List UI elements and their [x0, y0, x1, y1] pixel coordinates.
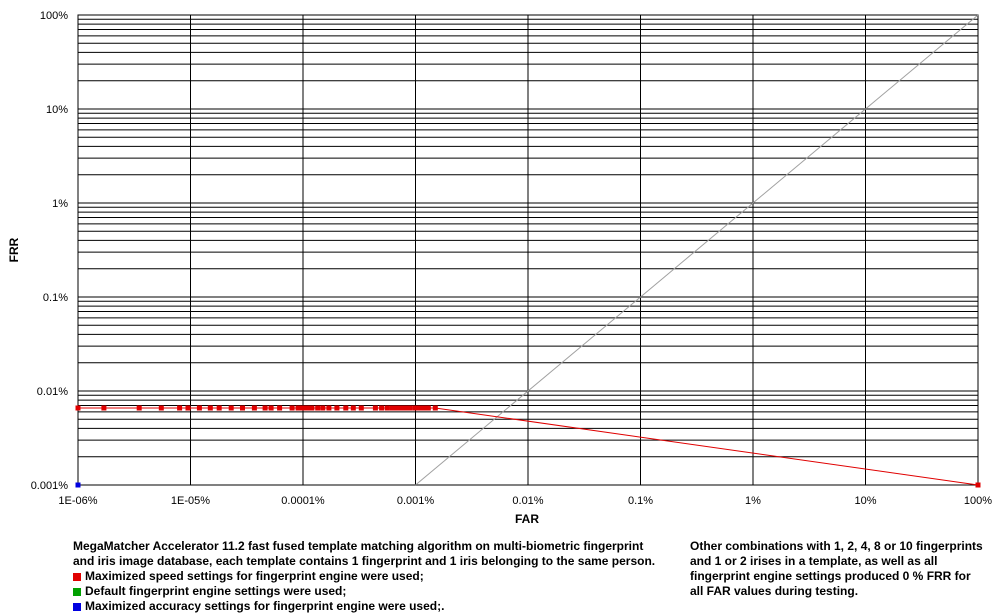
legend-swatch-red: [73, 572, 81, 581]
series-0-point: [136, 405, 142, 411]
series-0-point: [295, 405, 301, 411]
note-line-2: and 1 or 2 irises in a template, as well…: [690, 554, 938, 568]
series-0-point: [389, 405, 395, 411]
series-0-point: [358, 405, 364, 411]
series-0-point: [216, 405, 222, 411]
series-0-point: [289, 405, 295, 411]
major-grid: [77, 14, 979, 486]
series-2-point: [75, 482, 81, 488]
y-tick-label: 100%: [40, 10, 68, 22]
x-tick-label: 0.1%: [628, 495, 653, 507]
plot-frame: [77, 14, 979, 486]
series-0-point: [268, 405, 274, 411]
series-0-point: [158, 405, 164, 411]
series-0-point: [305, 405, 311, 411]
x-tick-label: 10%: [854, 495, 876, 507]
y-tick-label: 0.01%: [37, 386, 68, 398]
series-0-point: [372, 405, 378, 411]
series-0-point: [416, 405, 422, 411]
x-tick-labels: 1E-06% 1E-05% 0.0001% 0.001% 0.01% 0.1% 1% 10% 1…: [58, 495, 992, 507]
x-tick-label: 0.001%: [397, 495, 435, 507]
series-0-point: [394, 405, 400, 411]
legend-label-default: Default fingerprint engine settings were…: [85, 584, 347, 598]
series-0-point: [432, 405, 438, 411]
series-0-point: [398, 405, 404, 411]
caption-note: Other combinations with 1, 2, 4, 8 or 10…: [690, 539, 1000, 599]
reference-line: [415, 14, 979, 486]
y-tick-label: 10%: [46, 104, 68, 116]
series-0-point: [422, 405, 428, 411]
series-0-point: [207, 405, 213, 411]
series-0-point: [309, 405, 315, 411]
series-0-point: [407, 405, 413, 411]
series-0-point: [350, 405, 356, 411]
legend-label-accuracy: Maximized accuracy settings for fingerpr…: [85, 599, 445, 613]
legend-item-accuracy: Maximized accuracy settings for fingerpr…: [73, 599, 673, 614]
x-tick-label: 1%: [745, 495, 761, 507]
x-axis-title: FAR: [515, 512, 539, 526]
series-0-point: [320, 405, 326, 411]
x-tick-label: 0.01%: [512, 495, 543, 507]
note-line-3: fingerprint engine settings produced 0 %…: [690, 569, 971, 583]
series-0-point: [300, 405, 306, 411]
legend-label-speed: Maximized speed settings for fingerprint…: [85, 569, 424, 583]
series-0-point: [384, 405, 390, 411]
series-0-point: [196, 405, 202, 411]
x-tick-label: 0.0001%: [281, 495, 325, 507]
series-0-point: [413, 405, 418, 411]
series-0-point: [403, 405, 409, 411]
series-0-point: [425, 405, 431, 411]
series-0-point: [975, 482, 981, 488]
legend-item-speed: Maximized speed settings for fingerprint…: [73, 569, 673, 584]
series-0-point: [251, 405, 257, 411]
series-0-point: [315, 405, 321, 411]
series-0-point: [334, 405, 340, 411]
det-chart: 1E-06% 1E-05% 0.0001% 0.001% 0.01% 0.1% 1% 10% 1…: [7, 10, 992, 526]
note-line-1: Other combinations with 1, 2, 4, 8 or 10…: [690, 539, 983, 553]
series-0-point: [262, 405, 268, 411]
series-0-point: [101, 405, 107, 411]
legend-swatch-blue: [73, 602, 81, 611]
y-tick-label: 1%: [52, 198, 68, 210]
series-0-point: [185, 405, 191, 411]
series-0-point: [326, 405, 332, 411]
series-0-point: [228, 405, 234, 411]
x-tick-label: 1E-06%: [58, 495, 97, 507]
caption-description: MegaMatcher Accelerator 11.2 fast fused …: [73, 539, 673, 614]
legend-item-default: Default fingerprint engine settings were…: [73, 584, 673, 599]
series-layer: [75, 405, 981, 488]
series-0-point: [75, 405, 81, 411]
note-line-4: all FAR values during testing.: [690, 584, 859, 598]
caption-line-1: MegaMatcher Accelerator 11.2 fast fused …: [73, 539, 644, 553]
y-tick-label: 0.1%: [43, 292, 68, 304]
caption-line-2: and iris image database, each template c…: [73, 554, 656, 568]
series-0-point: [419, 405, 425, 411]
series-0-point: [240, 405, 245, 411]
series-0-point: [177, 405, 183, 411]
x-tick-label: 1E-05%: [171, 495, 210, 507]
legend-swatch-green: [73, 587, 81, 596]
reference-diagonal: [415, 14, 979, 486]
series-0-point: [379, 405, 385, 411]
x-tick-label: 100%: [964, 495, 992, 507]
series-0-point: [343, 405, 349, 411]
y-tick-labels: 0.001% 0.01% 0.1% 1% 10% 100%: [31, 10, 69, 492]
series-0-point: [277, 405, 283, 411]
y-tick-label: 0.001%: [31, 480, 69, 492]
y-axis-title: FRR: [7, 237, 21, 262]
